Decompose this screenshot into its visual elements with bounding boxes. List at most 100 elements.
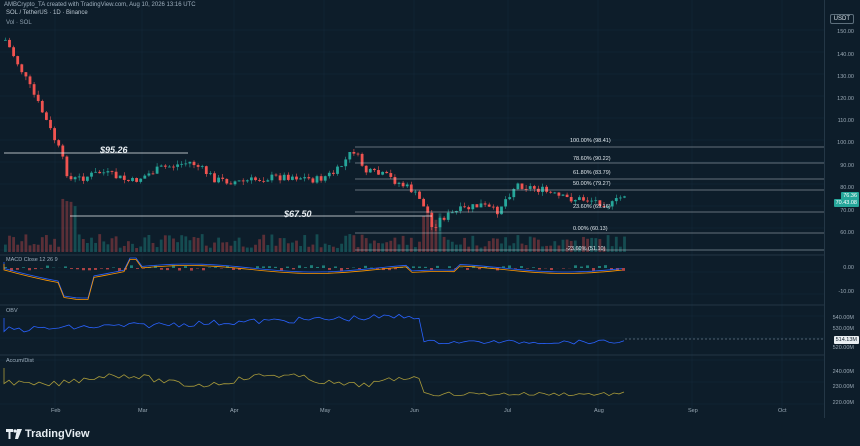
- volume-bar: [438, 213, 442, 252]
- macd-histogram-bar: [214, 267, 217, 268]
- currency-badge[interactable]: USDT: [829, 14, 854, 24]
- candle-body: [184, 163, 188, 165]
- price-tick: 100.00: [837, 140, 854, 146]
- accum-legend[interactable]: Accum/Dist: [6, 358, 34, 364]
- macd-histogram-bar: [340, 268, 343, 271]
- candle-body: [291, 176, 294, 180]
- macd-legend[interactable]: MACD Close 12 26 9: [6, 257, 58, 263]
- volume-bar: [516, 235, 520, 252]
- macd-histogram-bar: [46, 265, 49, 268]
- volume-bar: [65, 201, 69, 252]
- volume-bar: [442, 236, 446, 252]
- candle-body: [565, 194, 569, 198]
- macd-histogram-bar: [508, 265, 511, 268]
- macd-histogram-bar: [118, 268, 121, 271]
- volume-bar: [385, 242, 389, 252]
- candle-body: [393, 176, 397, 184]
- candle-body: [619, 197, 622, 199]
- candle-body: [459, 206, 462, 212]
- macd-histogram-bar: [622, 268, 625, 271]
- volume-bar: [463, 237, 466, 252]
- chart-canvas[interactable]: [0, 0, 824, 418]
- candle-body: [229, 183, 233, 185]
- candle-body: [487, 204, 491, 207]
- candle-body: [553, 192, 557, 194]
- volume-bar: [520, 243, 524, 252]
- macd-histogram-bar: [172, 265, 175, 268]
- volume-bar: [241, 246, 245, 252]
- volume-bar: [586, 238, 589, 252]
- candle-body: [557, 192, 561, 196]
- macd-histogram-bar: [112, 267, 115, 268]
- time-tick: May: [320, 408, 331, 414]
- volume-bar: [204, 245, 208, 252]
- candle-body: [221, 177, 225, 179]
- volume-bar: [110, 238, 114, 252]
- macd-histogram-bar: [310, 265, 313, 268]
- volume-bar: [471, 235, 475, 252]
- macd-histogram-bar: [424, 266, 427, 268]
- macd-histogram-bar: [430, 268, 433, 271]
- price-axis[interactable]: USDT 150.00 140.00 130.00 120.00 110.00 …: [824, 0, 860, 418]
- candle-body: [36, 94, 40, 101]
- macd-histogram-bar: [394, 268, 397, 270]
- time-axis[interactable]: Feb Mar Apr May Jun Jul Aug Sep Oct: [0, 408, 824, 418]
- volume-bar: [364, 238, 368, 252]
- tradingview-brand[interactable]: TradingView: [6, 428, 90, 440]
- candle-body: [418, 191, 421, 199]
- fib-label-50: 50.00% (79.27): [573, 181, 611, 187]
- symbol-title[interactable]: SOL / TetherUS · 1D · Binance: [6, 10, 88, 16]
- candle-body: [278, 175, 282, 181]
- volume-bar: [12, 237, 15, 252]
- macd-histogram-bar: [412, 266, 415, 268]
- time-tick: Mar: [138, 408, 148, 414]
- time-tick: Sep: [688, 408, 698, 414]
- candle-body: [139, 178, 143, 182]
- volume-bar: [508, 245, 512, 252]
- obv-line: [3, 313, 625, 345]
- macd-histogram-bar: [178, 268, 181, 271]
- candle-body: [53, 128, 56, 141]
- volume-bar: [446, 239, 450, 252]
- brand-name: TradingView: [25, 428, 90, 440]
- volume-bar: [69, 201, 73, 252]
- volume-bar: [127, 241, 130, 252]
- volume-bar: [45, 235, 48, 252]
- volume-bar: [131, 243, 134, 252]
- candle-body: [131, 177, 134, 181]
- volume-bar: [360, 234, 364, 252]
- candle-body: [409, 184, 413, 193]
- macd-histogram-bar: [286, 266, 289, 268]
- macd-histogram-bar: [166, 268, 169, 271]
- macd-histogram-bar: [292, 268, 295, 270]
- accum-tick: 220.00M: [832, 400, 854, 406]
- macd-tick: 0.00: [843, 265, 854, 271]
- volume-bar: [467, 246, 471, 252]
- price-tick: 120.00: [837, 96, 854, 102]
- last-price-tag: 76.36: [841, 192, 859, 200]
- volume-bar: [168, 235, 171, 252]
- candle-body: [524, 188, 528, 190]
- last-price-secondary-tag: 70.43.08: [833, 199, 859, 207]
- volume-bar: [303, 235, 307, 252]
- macd-histogram-bar: [232, 268, 235, 270]
- volume-bar: [143, 237, 147, 252]
- candle-body: [389, 173, 393, 177]
- volume-bar: [188, 240, 192, 252]
- candle-body: [504, 199, 507, 207]
- obv-legend[interactable]: OBV: [6, 308, 18, 314]
- candle-body: [90, 172, 93, 177]
- volume-bar: [561, 239, 565, 252]
- volume-bar: [426, 211, 430, 252]
- candle-body: [213, 173, 216, 183]
- candle-body: [438, 217, 442, 228]
- volume-bar: [225, 242, 229, 252]
- candle-body: [368, 168, 372, 173]
- volume-legend[interactable]: Vol · SOL: [6, 20, 32, 26]
- volume-bar: [106, 244, 110, 252]
- candle-body: [12, 47, 15, 57]
- candle-body: [127, 179, 130, 181]
- candle-body: [537, 188, 540, 192]
- volume-bar: [81, 239, 85, 252]
- volume-bar: [496, 238, 499, 252]
